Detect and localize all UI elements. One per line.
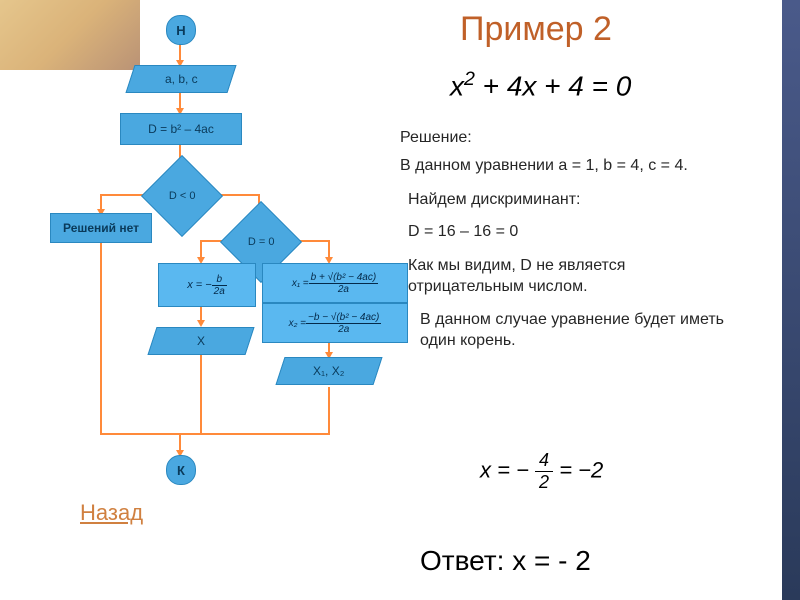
back-link[interactable]: Назад bbox=[80, 500, 143, 526]
flow-output-x12: X₁, X₂ bbox=[275, 357, 382, 385]
flow-decision-negative: D < 0 bbox=[141, 155, 223, 237]
result-formula: x = − 42 = −2 bbox=[480, 450, 603, 493]
flow-input: a, b, c bbox=[125, 65, 236, 93]
flow-no-solution: Решений нет bbox=[50, 213, 152, 243]
find-discriminant-label: Найдем дискриминант: bbox=[408, 190, 580, 211]
flow-formula-x2: x₂ = −b − √(b² − 4ac)2a bbox=[262, 303, 408, 343]
one-root-text: В данном случае уравнение будет иметь од… bbox=[420, 310, 750, 352]
flow-formula-x1: x₁ = b + √(b² − 4ac)2a bbox=[262, 263, 408, 303]
discriminant-value: D = 16 – 16 = 0 bbox=[408, 222, 518, 243]
flow-start: Н bbox=[166, 15, 196, 45]
given-text: В данном уравнении a = 1, b = 4, c = 4. bbox=[400, 156, 688, 177]
flow-discriminant: D = b² – 4ac bbox=[120, 113, 242, 145]
flow-formula-single: x = −b2a bbox=[158, 263, 256, 307]
flowchart: Н a, b, c D = b² – 4ac D < 0 Решений нет… bbox=[40, 15, 420, 475]
flow-output-x: X bbox=[147, 327, 254, 355]
page-title: Пример 2 bbox=[460, 10, 612, 49]
not-negative-text: Как мы видим, D не является отрицательны… bbox=[408, 256, 728, 298]
main-equation: x2 + 4x + 4 = 0 bbox=[450, 68, 631, 102]
answer-text: Ответ: x = - 2 bbox=[420, 545, 591, 577]
background-decoration-right bbox=[782, 0, 800, 600]
flow-end: К bbox=[166, 455, 196, 485]
